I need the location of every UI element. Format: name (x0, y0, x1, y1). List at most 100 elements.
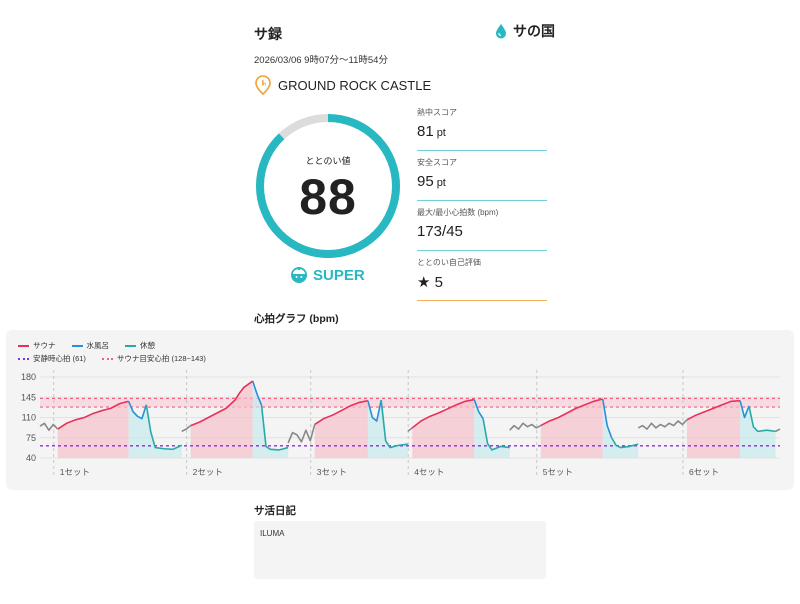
legend-sauna: サウナ (33, 341, 56, 350)
water-line (601, 398, 613, 439)
other-line (637, 419, 688, 430)
set-label: 5セット (543, 467, 573, 477)
gauge-value: 88 (299, 169, 357, 225)
legend-resting-swatch (18, 357, 29, 360)
sauna-area (686, 400, 741, 458)
heat-score-label: 熱中スコア (417, 108, 457, 117)
safety-score-label: 安全スコア (417, 158, 457, 167)
rest-line (380, 400, 408, 449)
other-line (775, 428, 781, 433)
set-label: 3セット (317, 467, 347, 477)
rest-area (748, 405, 776, 458)
rest-area (483, 418, 510, 458)
y-tick-label: 180 (21, 372, 36, 382)
water-line (367, 399, 382, 422)
rest-area (146, 404, 182, 458)
water-line (127, 400, 148, 420)
water-drop-icon (496, 24, 506, 39)
brand-name: サの国 (513, 23, 555, 39)
sauna-line (686, 399, 741, 421)
heart-rate-range-value: 173/45 (417, 223, 463, 240)
rest-area (381, 400, 408, 458)
set-label: 1セット (60, 467, 90, 477)
water-line (739, 400, 750, 419)
other-line (39, 422, 59, 432)
safety-score-unit: pt (436, 177, 446, 189)
legend-target: サウナ目安心拍 (128~143) (116, 354, 206, 363)
session-datetime: 2026/03/06 9時07分〜11時54分 (254, 55, 388, 66)
legend-rest-swatch (125, 344, 136, 347)
rest-line (748, 405, 776, 433)
location-pin-icon (255, 75, 271, 95)
diary-card: ILUMA (254, 521, 546, 579)
sauna-line (57, 400, 129, 430)
sauna-line (190, 380, 254, 427)
y-tick-label: 75 (26, 433, 36, 443)
legend-rest: 休憩 (140, 341, 155, 350)
legend-water: 水風呂 (86, 341, 110, 350)
gauge-progress (256, 114, 400, 258)
set-label: 6セット (689, 467, 719, 477)
set-label: 2セット (193, 467, 223, 477)
safety-score: 安全スコア 95 pt (417, 157, 547, 201)
heat-score-unit: pt (436, 127, 446, 139)
diary-text: ILUMA (260, 529, 285, 538)
self-rating-label: ととのい自己評価 (417, 258, 481, 267)
facility-name: GROUND ROCK CASTLE (278, 77, 432, 93)
heart-rate-graph-card (6, 330, 794, 490)
sauna-line (540, 398, 603, 427)
divider (417, 299, 547, 301)
sauna-area (190, 381, 253, 458)
set-label: 4セット (414, 467, 444, 477)
rest-area (261, 405, 289, 458)
legend-water-swatch (71, 344, 83, 347)
sauna-line (411, 398, 475, 429)
water-area (128, 401, 147, 458)
divider (417, 199, 547, 201)
other-line (407, 427, 413, 433)
y-tick-label: 110 (22, 413, 36, 423)
y-tick-label: 40 (26, 453, 36, 463)
target-band (40, 398, 780, 408)
legend-target-swatch (101, 357, 113, 360)
rest-line (610, 437, 639, 449)
water-line (473, 399, 484, 420)
water-area (474, 399, 484, 458)
y-tick-label: 145 (21, 392, 36, 402)
sauna-area (314, 400, 368, 458)
divider (417, 149, 547, 151)
heart-rate-range: 最大/最小心拍数 (bpm) 173/45 (417, 207, 547, 251)
totonoi-gauge (256, 114, 400, 258)
legend-row-1: サウナ 水風呂 休憩 (18, 340, 155, 351)
graph-title: 心拍グラフ (bpm) (254, 313, 339, 325)
other-line (287, 424, 316, 444)
legend-resting-hr: 安静時心拍 (61) (33, 354, 86, 363)
rank-badge: SUPER (290, 266, 365, 284)
other-line (181, 424, 192, 433)
sauna-mascot-icon (291, 267, 307, 283)
sauna-line (314, 399, 369, 426)
heart-rate-range-label: 最大/最小心拍数 (bpm) (417, 208, 499, 217)
sauna-area (540, 398, 603, 458)
rest-area (611, 437, 639, 458)
facility[interactable]: GROUND ROCK CASTLE (254, 75, 431, 95)
other-line (509, 422, 542, 431)
safety-score-value: 95 (417, 173, 434, 190)
water-area (740, 400, 749, 458)
sauna-area (412, 399, 475, 458)
rest-line (482, 418, 510, 451)
legend-sauna-swatch (18, 344, 29, 347)
rank-label: SUPER (313, 266, 365, 284)
self-rating-value: ★ 5 (417, 274, 443, 291)
brand-logo[interactable]: サの国 (493, 21, 555, 41)
sauna-area (57, 401, 129, 458)
heat-score-value: 81 (417, 123, 434, 140)
diary-title: サ活日記 (254, 505, 296, 517)
rest-line (145, 404, 183, 451)
divider (417, 249, 547, 251)
heat-score: 熱中スコア 81 pt (417, 107, 547, 151)
self-rating: ととのい自己評価 ★ 5 (417, 257, 547, 301)
legend-row-2: 安静時心拍 (61) サウナ目安心拍 (128~143) (18, 353, 206, 364)
water-line (251, 380, 263, 406)
